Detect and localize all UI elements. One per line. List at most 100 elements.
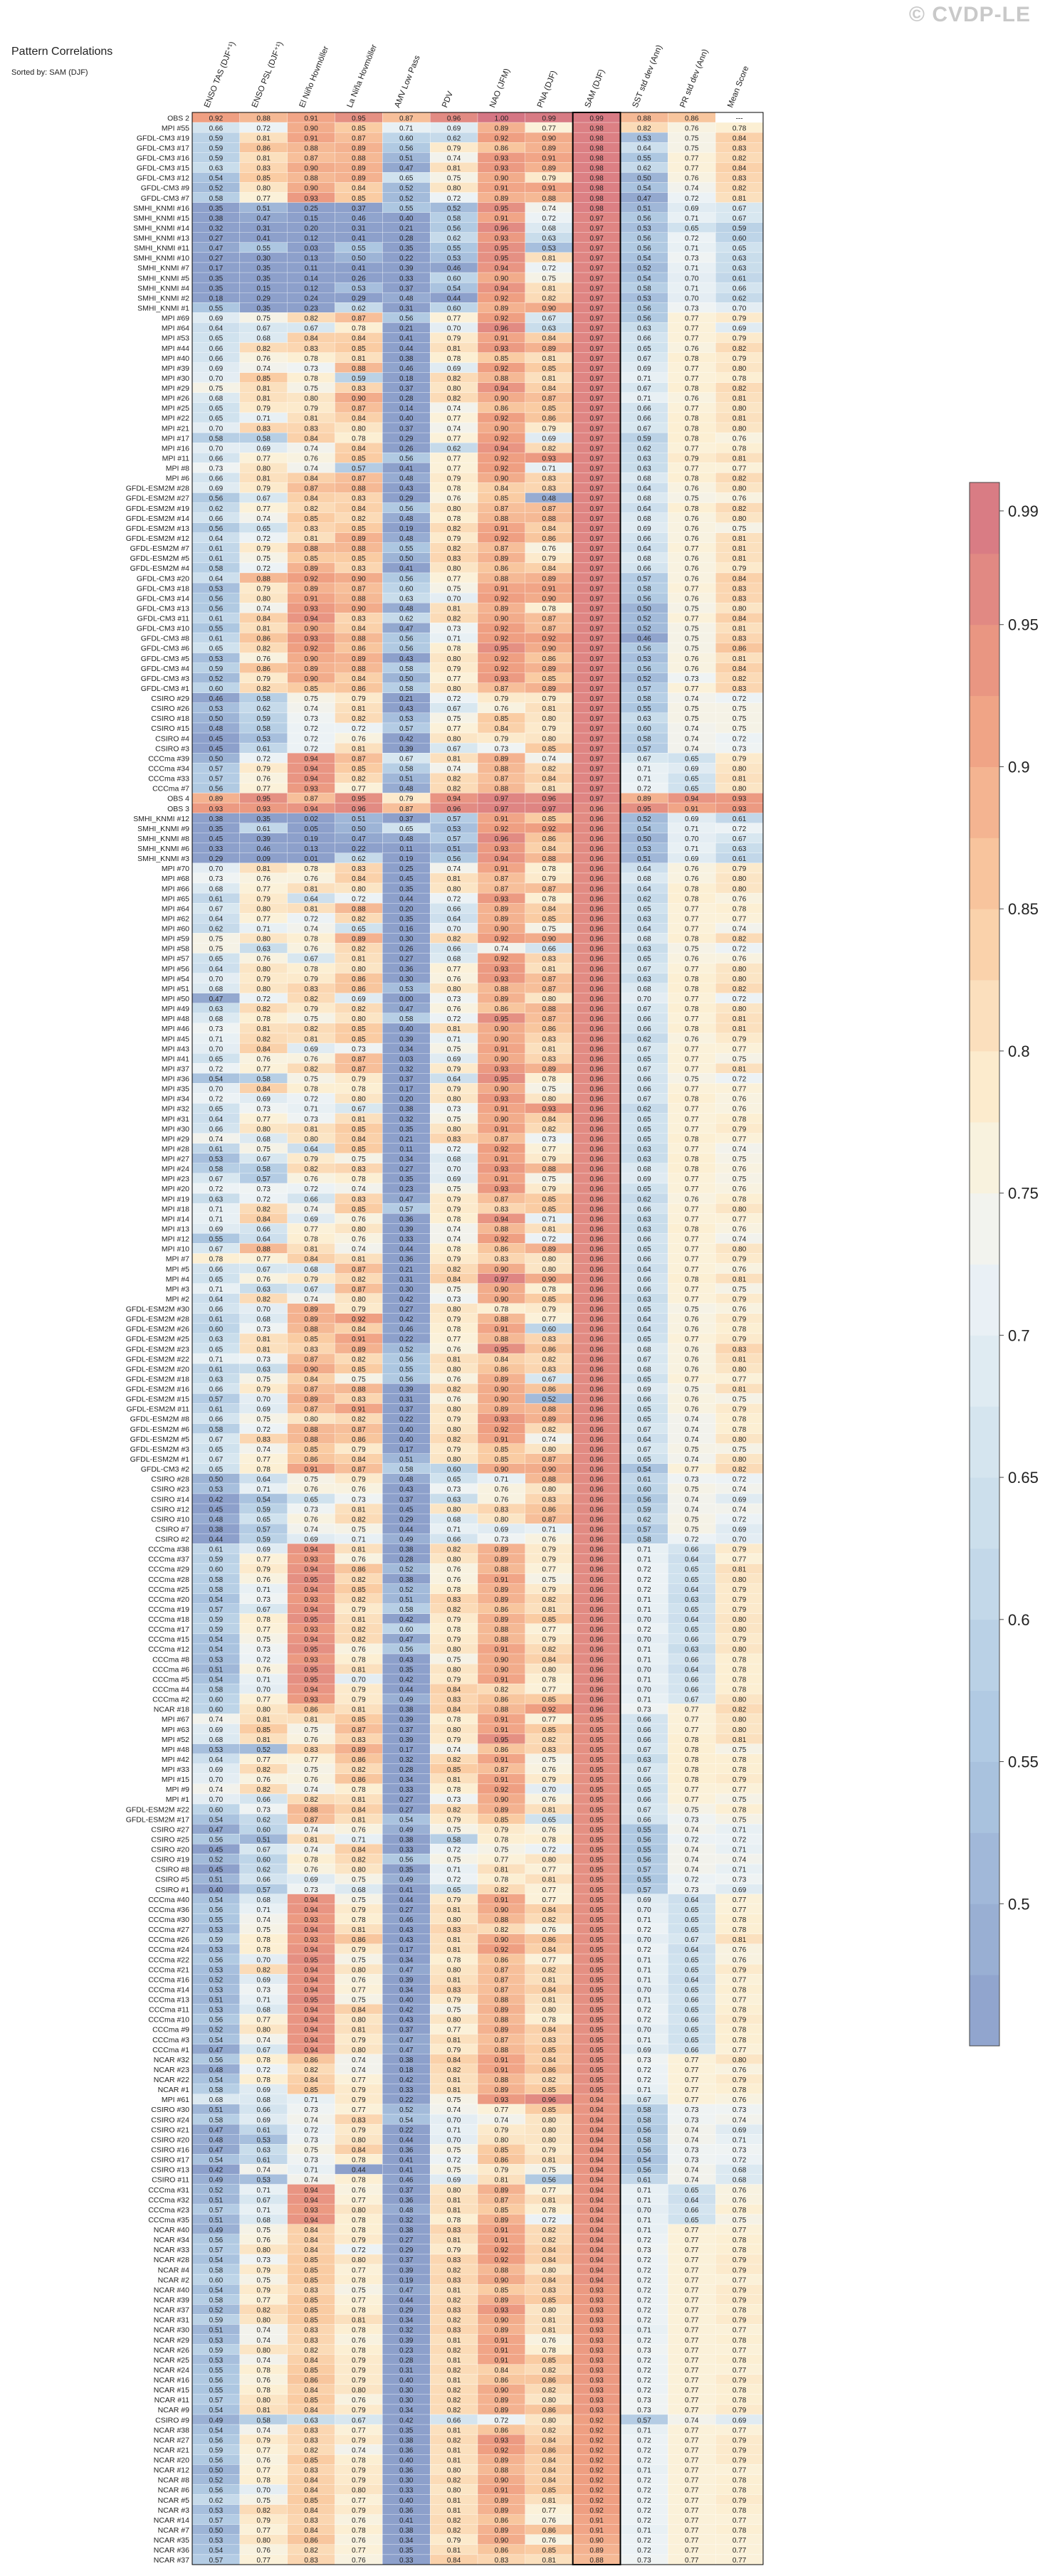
cell-value-label: 0.63 <box>257 946 271 954</box>
cell-value-label: 0.83 <box>495 1506 509 1514</box>
cell-value-label: 0.69 <box>685 765 699 773</box>
cell-value-label: 0.71 <box>732 1867 747 1874</box>
cell-value-label: 0.88 <box>304 545 318 553</box>
cell-value-label: 0.76 <box>304 1176 318 1183</box>
cell-value-label: 0.82 <box>542 1356 557 1363</box>
cell-value-label: 0.96 <box>589 1476 604 1484</box>
cell-value-label: 0.76 <box>732 1956 747 1964</box>
cell-value-label: 0.71 <box>637 1966 651 1974</box>
cell-value-label: 0.93 <box>304 1556 318 1564</box>
cell-value-label: 0.39 <box>257 835 271 843</box>
cell-value-label: 0.89 <box>542 665 557 673</box>
cell-value-label: 0.73 <box>685 305 699 312</box>
cell-value-label: 0.96 <box>589 1496 604 1504</box>
cell-value-label: 0.88 <box>495 1626 509 1634</box>
cell-value-label: 0.66 <box>637 1286 651 1294</box>
cell-value-label: 0.89 <box>542 144 557 152</box>
cell-value-label: 0.89 <box>304 585 318 593</box>
row-label: GFDL-ESM2M #18 <box>126 1375 189 1383</box>
cell-value-label: 0.72 <box>209 1186 224 1193</box>
cell-value-label: 0.90 <box>352 575 366 583</box>
row-label: MPI #29 <box>162 1135 189 1144</box>
cell-value-label: 0.52 <box>399 185 414 193</box>
cell-value-label: 0.64 <box>209 1116 224 1124</box>
cell-value-label: 0.58 <box>399 1606 414 1614</box>
cell-value-label: 0.24 <box>304 295 318 302</box>
cell-value-label: 0.82 <box>732 345 747 353</box>
cell-value-label: 0.47 <box>399 1195 414 1203</box>
cell-value-label: 0.56 <box>399 635 414 643</box>
row-label: CCCma #30 <box>148 1916 189 1924</box>
cell-value-label: 0.96 <box>589 1215 604 1223</box>
cell-value-label: 0.76 <box>685 1406 699 1414</box>
cell-value-label: 0.40 <box>399 415 414 423</box>
cell-value-label: 0.73 <box>257 1596 271 1604</box>
cell-value-label: 0.49 <box>399 1826 414 1834</box>
cell-value-label: 0.67 <box>637 1045 651 1053</box>
cell-value-label: 0.75 <box>685 635 699 643</box>
row-label: GFDL-ESM2M #28 <box>126 1315 189 1324</box>
cell-value-label: 0.95 <box>589 1906 604 1914</box>
row-label: CSIRO #8 <box>155 1866 189 1874</box>
cell-value-label: 0.97 <box>589 385 604 393</box>
cell-value-label: 0.73 <box>447 1796 461 1804</box>
cell-value-label: 0.91 <box>495 1776 509 1784</box>
cell-value-label: 0.69 <box>257 445 271 453</box>
cell-value-label: 0.57 <box>637 575 651 583</box>
cell-value-label: 0.79 <box>447 1256 461 1264</box>
cell-value-label: 0.39 <box>399 1736 414 1744</box>
cell-value-label: 0.35 <box>209 285 224 292</box>
cell-value-label: 0.71 <box>637 1956 651 1964</box>
cell-value-label: 0.48 <box>399 535 414 543</box>
cell-value-label: 0.53 <box>637 134 651 142</box>
cell-value-label: 0.66 <box>685 1546 699 1554</box>
cell-value-label: 0.66 <box>685 1676 699 1684</box>
cell-value-label: 0.75 <box>732 1176 747 1183</box>
cell-value-label: 0.80 <box>732 885 747 893</box>
cell-value-label: 0.77 <box>685 155 699 163</box>
cell-value-label: 0.86 <box>542 1936 557 1944</box>
cell-value-label: 0.66 <box>209 1416 224 1424</box>
cell-value-label: 0.80 <box>732 966 747 973</box>
cell-value-label: 0.89 <box>495 125 509 132</box>
cell-value-label: 0.79 <box>304 1005 318 1013</box>
cell-value-label: 0.20 <box>399 905 414 913</box>
cell-value-label: 0.72 <box>257 755 271 763</box>
cell-value-label: 0.95 <box>589 1946 604 1954</box>
cell-value-label: 0.81 <box>352 1926 366 1934</box>
cell-value-label: 0.63 <box>257 1366 271 1373</box>
cell-value-label: 0.01 <box>304 855 318 863</box>
cell-value-label: 0.78 <box>542 1076 557 1084</box>
cell-value-label: 0.90 <box>495 1936 509 1944</box>
row-label: MPI #57 <box>162 955 189 964</box>
cell-value-label: 0.28 <box>399 1556 414 1564</box>
cell-value-label: 0.79 <box>732 315 747 323</box>
cell-value-label: 0.40 <box>399 1436 414 1444</box>
row-label: CCCma #9 <box>152 2026 189 2034</box>
cell-value-label: 0.90 <box>352 395 366 403</box>
cell-value-label: 0.56 <box>399 505 414 513</box>
cell-value-label: 0.78 <box>732 1666 747 1674</box>
cell-value-label: 0.35 <box>257 265 271 273</box>
cell-value-label: 0.77 <box>447 435 461 443</box>
cell-value-label: 0.95 <box>589 2086 604 2094</box>
cell-value-label: 0.89 <box>304 665 318 673</box>
cell-value-label: 0.88 <box>495 1336 509 1344</box>
cell-value-label: 0.58 <box>399 1466 414 1474</box>
cell-value-label: 0.91 <box>495 1756 509 1764</box>
cell-value-label: 0.58 <box>637 585 651 593</box>
cell-value-label: 0.88 <box>257 115 271 122</box>
cell-value-label: 0.94 <box>304 2007 318 2015</box>
cell-value-label: 0.48 <box>399 605 414 613</box>
cell-value-label: 0.57 <box>637 685 651 693</box>
cell-value-label: 0.79 <box>732 335 747 343</box>
cell-value-label: 0.43 <box>399 2017 414 2025</box>
cell-value-label: 0.65 <box>685 776 699 783</box>
cell-value-label: 0.43 <box>399 705 414 713</box>
cell-value-label: 0.45 <box>209 1847 224 1854</box>
cell-value-label: 0.69 <box>209 365 224 373</box>
cell-value-label: 0.66 <box>637 535 651 543</box>
cell-value-label: 0.83 <box>304 525 318 533</box>
cell-value-label: 0.80 <box>304 1136 318 1144</box>
cell-value-label: 0.45 <box>209 1867 224 1874</box>
